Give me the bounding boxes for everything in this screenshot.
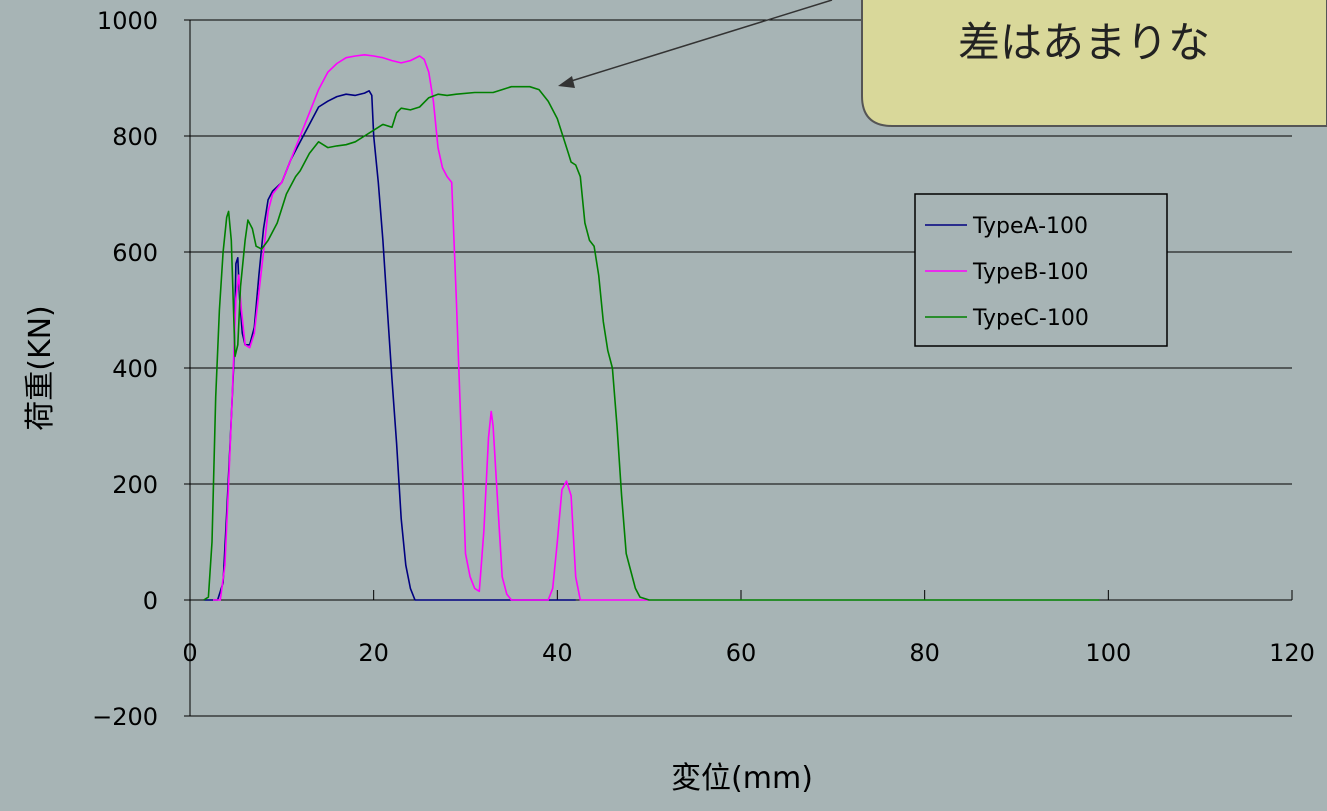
y-tick-label: 800 [112, 123, 158, 151]
x-tick-label: 60 [726, 639, 757, 667]
series-line-typeb-100 [213, 53, 650, 601]
y-axis-title: 荷重(KN) [23, 305, 58, 431]
y-tick-label: 0 [143, 587, 158, 615]
y-tick-label: −200 [92, 703, 158, 731]
series-lines [203, 53, 1100, 601]
x-tick-label: 0 [182, 639, 197, 667]
y-tick-label: 1000 [97, 7, 158, 35]
legend-label-typea: TypeA-100 [972, 214, 1088, 239]
y-tick-label: 200 [112, 471, 158, 499]
x-tick-label: 40 [542, 639, 573, 667]
y-tick-label: 600 [112, 239, 158, 267]
callout-arrowhead [558, 76, 575, 88]
callout-arrow-line [567, 0, 833, 83]
series-line-typec-100 [203, 85, 1100, 601]
series-line-typea-100 [203, 90, 576, 601]
legend-label-typeb: TypeB-100 [972, 260, 1089, 285]
x-axis-title: 変位(mm) [671, 761, 813, 796]
x-tick-label: 120 [1269, 639, 1315, 667]
y-tick-label: 400 [112, 355, 158, 383]
x-tick-label: 80 [909, 639, 940, 667]
axes [184, 19, 1293, 717]
legend-label-typec: TypeC-100 [972, 306, 1089, 331]
y-tick-labels: −200 0 200 400 600 800 1000 [92, 7, 158, 731]
x-tick-label: 100 [1085, 639, 1131, 667]
legend: TypeA-100 TypeB-100 TypeC-100 [914, 193, 1168, 347]
callout-text: 差はあまりな [958, 18, 1210, 67]
annotation-callout: 差はあまりな [558, 0, 1327, 127]
legend-box [914, 193, 1168, 347]
callout-box [861, 0, 1327, 127]
x-tick-label: 20 [358, 639, 389, 667]
x-tick-labels: 0 20 40 60 80 100 120 [182, 639, 1315, 667]
